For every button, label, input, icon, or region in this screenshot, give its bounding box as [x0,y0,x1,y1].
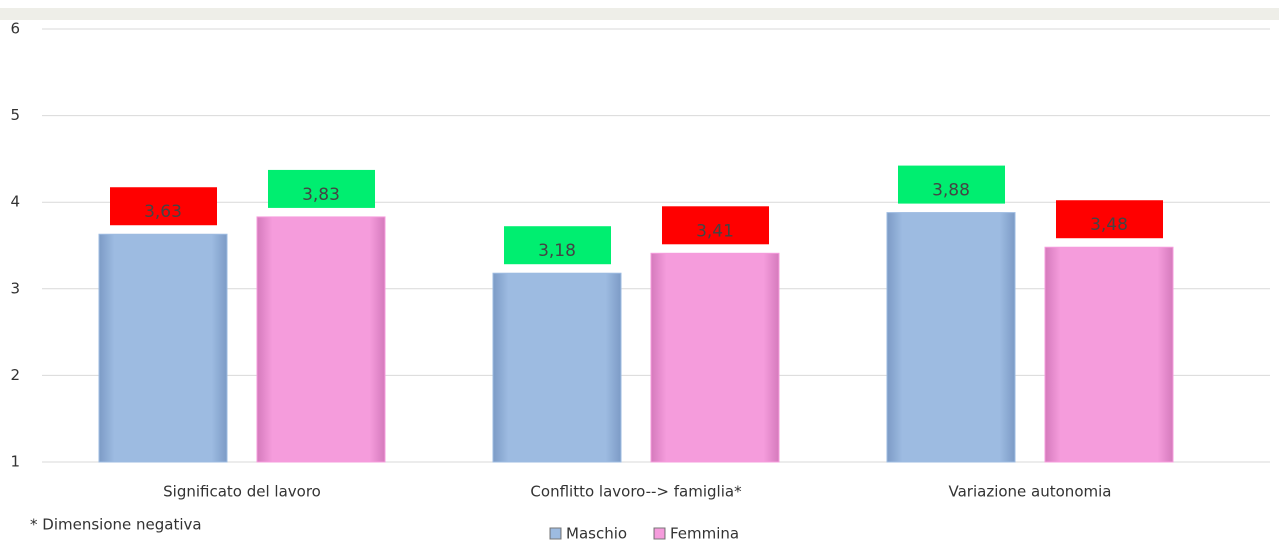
y-tick-label: 3 [10,279,20,297]
value-label-box [268,169,375,208]
legend-swatch [653,527,666,540]
value-label-box [110,187,217,226]
value-label: 3,41 [696,221,734,241]
y-tick-label: 5 [10,106,20,124]
value-label: 3,18 [538,241,576,261]
value-label-box [1056,200,1163,239]
legend-label: Maschio [566,525,627,543]
y-tick-label: 6 [10,20,20,38]
bar [492,272,622,463]
top-band [0,8,1279,20]
y-tick-label: 2 [10,366,20,384]
y-tick-label: 1 [10,453,20,471]
y-tick-label: 4 [10,193,20,211]
bar [98,233,228,463]
bar [650,252,780,463]
legend-label: Femmina [670,525,739,543]
value-label: 3,88 [932,181,970,201]
bar [1044,246,1174,463]
value-label: 3,83 [302,185,340,205]
legend-swatch [549,527,562,540]
bar [256,216,386,463]
value-label: 3,48 [1090,215,1128,235]
x-tick-label: Variazione autonomia [949,483,1112,501]
value-label-box [662,206,769,245]
bar [886,212,1016,463]
footnote: * Dimensione negativa [30,516,202,534]
value-label-box [504,226,611,265]
value-label-box [898,165,1005,204]
value-label: 3,63 [144,202,182,222]
x-tick-label: Significato del lavoro [163,483,321,501]
x-tick-label: Conflitto lavoro--> famiglia* [530,483,742,501]
